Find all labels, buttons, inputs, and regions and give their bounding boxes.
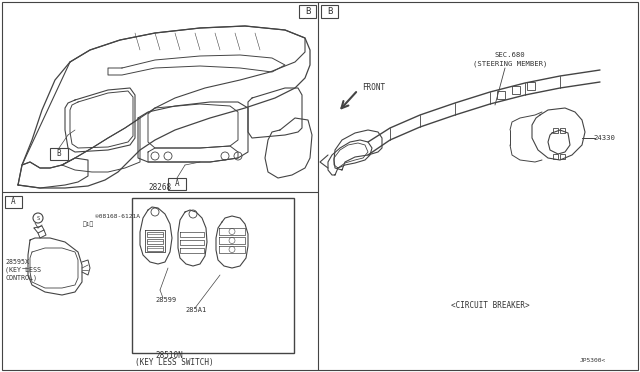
Text: SEC.680: SEC.680 [495,52,525,58]
Bar [132,198,294,353]
Text: (STEERING MEMBER): (STEERING MEMBER) [473,61,547,67]
Bar [553,128,558,133]
Bar [497,91,505,99]
Bar [147,232,163,237]
Bar [321,5,338,18]
Bar [560,154,565,159]
Text: 28510N: 28510N [155,352,183,360]
Bar [147,246,163,251]
Text: 28595X: 28595X [5,259,29,265]
Text: 285A1: 285A1 [185,307,206,313]
Text: (KEY LESS: (KEY LESS [5,267,41,273]
Text: (KEY LESS SWITCH): (KEY LESS SWITCH) [135,359,214,368]
Text: 24330: 24330 [593,135,615,141]
Text: B: B [305,7,310,16]
Bar [527,82,535,90]
Bar [168,178,186,190]
Text: A: A [11,198,16,206]
Text: FRONT: FRONT [362,83,385,93]
Text: B: B [57,150,61,158]
Bar [560,128,565,133]
Text: 28268: 28268 [148,183,172,192]
Text: B: B [327,7,332,16]
Bar [299,5,316,18]
Bar [50,148,68,160]
Text: A: A [175,180,179,189]
Text: JP5300<: JP5300< [580,357,606,362]
Text: （1）: （1） [83,221,94,227]
Text: S: S [36,215,40,221]
Bar [512,86,520,94]
Bar [553,154,558,159]
Text: <CIRCUIT BREAKER>: <CIRCUIT BREAKER> [451,301,529,310]
Text: ®08168-6121A: ®08168-6121A [95,214,140,218]
Bar [147,239,163,244]
Text: 28599: 28599 [155,297,176,303]
Text: CONTROL): CONTROL) [5,275,37,281]
Bar [5,196,22,208]
